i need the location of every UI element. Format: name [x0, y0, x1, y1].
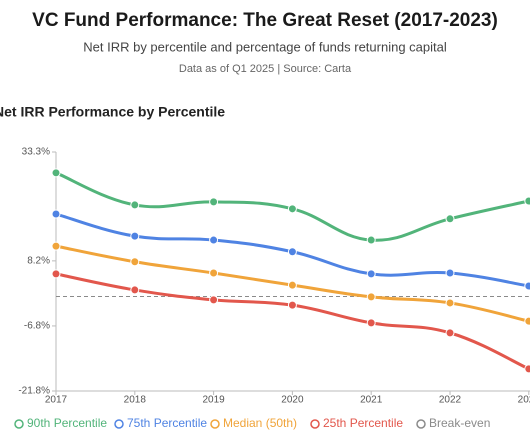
y-tick-label: -21.8% — [18, 386, 50, 397]
x-tick-label: 2022 — [439, 395, 462, 406]
data-point — [524, 196, 530, 206]
legend-label: 25th Percentile — [323, 416, 403, 430]
data-point — [130, 200, 140, 210]
legend-label: Median (50th) — [223, 416, 297, 430]
data-point — [51, 241, 61, 251]
data-point — [366, 318, 376, 328]
legend-label: Break-even — [429, 416, 490, 430]
legend-label: 75th Percentile — [127, 416, 207, 430]
y-tick-label: 8.2% — [27, 256, 50, 267]
data-point — [287, 247, 297, 257]
data-point — [366, 292, 376, 302]
data-point — [445, 268, 455, 278]
data-point — [524, 281, 530, 291]
data-point — [209, 295, 219, 305]
legend-label: 90th Percentile — [27, 416, 107, 430]
y-tick-label: 33.3% — [22, 147, 50, 158]
data-point — [287, 280, 297, 290]
data-point — [287, 300, 297, 310]
data-point — [51, 168, 61, 178]
x-tick-label: 2023 — [518, 395, 530, 406]
data-point — [209, 197, 219, 207]
legend-marker — [114, 419, 124, 429]
x-tick-label: 2021 — [360, 395, 383, 406]
data-point — [287, 204, 297, 214]
data-point — [51, 269, 61, 279]
data-point — [130, 257, 140, 267]
x-tick-label: 2019 — [202, 395, 225, 406]
panel-title: Net IRR Performance by Percentile — [0, 104, 225, 120]
x-tick-label: 2017 — [45, 395, 68, 406]
data-point — [130, 285, 140, 295]
legend-marker — [210, 419, 220, 429]
data-point — [209, 268, 219, 278]
legend-marker — [416, 419, 426, 429]
data-point — [445, 298, 455, 308]
data-point — [130, 231, 140, 241]
data-point — [51, 209, 61, 219]
data-point — [366, 235, 376, 245]
data-point — [209, 235, 219, 245]
data-point — [445, 214, 455, 224]
y-tick-label: -6.8% — [24, 321, 50, 332]
data-point — [445, 328, 455, 338]
legend-marker — [14, 419, 24, 429]
legend-marker — [310, 419, 320, 429]
chart-title: VC Fund Performance: The Great Reset (20… — [32, 10, 498, 31]
subtitle: Net IRR by percentile and percentage of … — [83, 39, 447, 54]
x-tick-label: 2018 — [124, 395, 147, 406]
data-point — [524, 316, 530, 326]
x-tick-label: 2020 — [281, 395, 304, 406]
source-note: Data as of Q1 2025 | Source: Carta — [179, 63, 352, 75]
data-point — [366, 269, 376, 279]
data-point — [524, 364, 530, 374]
